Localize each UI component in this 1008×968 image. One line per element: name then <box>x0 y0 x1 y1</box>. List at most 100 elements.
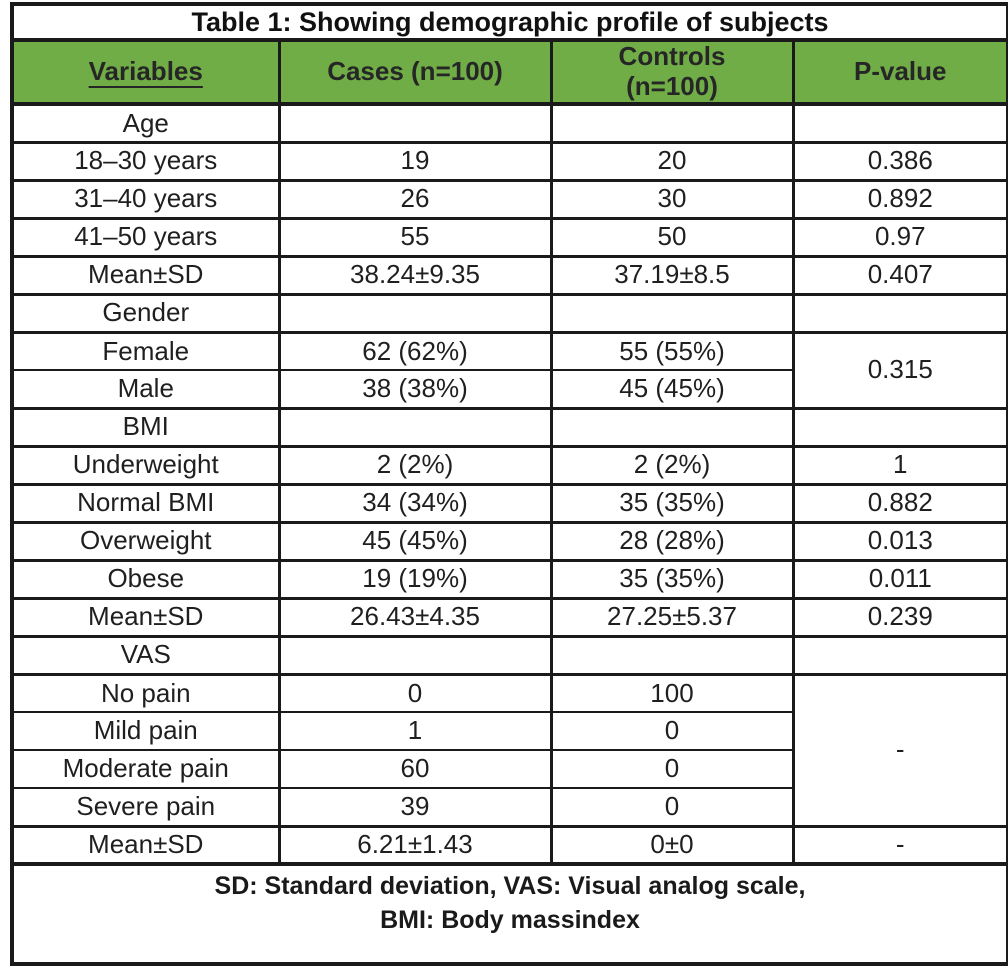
variable-cell: Obese <box>10 558 281 600</box>
controls-cell <box>549 292 795 334</box>
column-header-row: Variables Cases (n=100) Controls (n=100)… <box>10 38 1008 106</box>
variable-cell: Male <box>10 369 281 410</box>
cases-cell: 0 <box>277 672 553 713</box>
pvalue-cell: 0.011 <box>791 558 1008 600</box>
controls-cell: 0 <box>549 749 795 789</box>
table-row-age-31-40: 31–40 years 26 30 0.892 <box>10 178 1008 220</box>
table-row-age-18-30: 18–30 years 19 20 0.386 <box>10 140 1008 182</box>
controls-cell: 0 <box>549 711 795 751</box>
controls-cell: 30 <box>549 178 795 220</box>
variable-cell: Age <box>10 102 281 144</box>
header-controls: Controls (n=100) <box>549 38 795 106</box>
controls-cell: 27.25±5.37 <box>549 596 795 638</box>
variable-cell: Mean±SD <box>10 254 281 296</box>
table-row-male: Male 38 (38%) 45 (45%) <box>10 369 1008 410</box>
cases-cell: 45 (45%) <box>277 520 553 562</box>
variable-cell: Mean±SD <box>10 824 281 866</box>
section-row-vas: VAS <box>10 634 1008 676</box>
cases-cell: 1 <box>277 711 553 751</box>
variable-cell: Mild pain <box>10 711 281 751</box>
footnote-row: SD: Standard deviation, VAS: Visual anal… <box>10 862 1008 966</box>
variable-cell: 18–30 years <box>10 140 281 182</box>
pvalue-cell: 0.97 <box>791 216 1008 258</box>
controls-cell: 0 <box>549 787 795 828</box>
pvalue-cell: - <box>791 824 1008 866</box>
pvalue-cell: 0.013 <box>791 520 1008 562</box>
table-title-row: Table 1: Showing demographic profile of … <box>10 2 1008 42</box>
pvalue-cell <box>791 102 1008 144</box>
table-row-no-pain: No pain 0 100 - <box>10 672 1008 827</box>
variable-cell: Female <box>10 330 281 371</box>
pvalue-cell: 1 <box>791 444 1008 486</box>
footnote-cell: SD: Standard deviation, VAS: Visual anal… <box>10 862 1008 966</box>
section-row-gender: Gender <box>10 292 1008 334</box>
header-cases: Cases (n=100) <box>277 38 553 106</box>
cases-cell: 38 (38%) <box>277 369 553 410</box>
cases-cell: 6.21±1.43 <box>277 824 553 866</box>
table-row-mild-pain: Mild pain 1 0 <box>10 711 1008 751</box>
controls-cell: 20 <box>549 140 795 182</box>
header-pvalue: P-value <box>791 38 1008 106</box>
table-row-severe-pain: Severe pain 39 0 <box>10 787 1008 828</box>
table-row-obese: Obese 19 (19%) 35 (35%) 0.011 <box>10 558 1008 600</box>
controls-cell: 100 <box>549 672 795 713</box>
demographics-table: Table 1: Showing demographic profile of … <box>10 2 1008 966</box>
controls-cell <box>549 406 795 448</box>
controls-cell: 55 (55%) <box>549 330 795 371</box>
pvalue-cell-gender-merged: 0.315 <box>791 330 1008 409</box>
cases-cell: 60 <box>277 749 553 789</box>
variable-cell: Normal BMI <box>10 482 281 524</box>
table-row-underweight: Underweight 2 (2%) 2 (2%) 1 <box>10 444 1008 486</box>
cases-cell <box>277 634 553 676</box>
variable-cell: Moderate pain <box>10 749 281 789</box>
table-row-overweight: Overweight 45 (45%) 28 (28%) 0.013 <box>10 520 1008 562</box>
controls-cell <box>549 102 795 144</box>
pvalue-cell <box>791 292 1008 334</box>
variable-cell: Overweight <box>10 520 281 562</box>
table-row-female: Female 62 (62%) 55 (55%) 0.315 <box>10 330 1008 409</box>
table-row-moderate-pain: Moderate pain 60 0 <box>10 749 1008 789</box>
pvalue-cell: 0.407 <box>791 254 1008 296</box>
variable-cell: 31–40 years <box>10 178 281 220</box>
table-row-age-41-50: 41–50 years 55 50 0.97 <box>10 216 1008 258</box>
cases-cell: 62 (62%) <box>277 330 553 371</box>
variable-cell: VAS <box>10 634 281 676</box>
table-row-vas-mean-sd: Mean±SD 6.21±1.43 0±0 - <box>10 824 1008 866</box>
controls-cell: 50 <box>549 216 795 258</box>
table-row-normal-bmi: Normal BMI 34 (34%) 35 (35%) 0.882 <box>10 482 1008 524</box>
cases-cell: 26.43±4.35 <box>277 596 553 638</box>
cases-cell: 2 (2%) <box>277 444 553 486</box>
variable-cell: Gender <box>10 292 281 334</box>
cases-cell: 39 <box>277 787 553 828</box>
cases-cell: 34 (34%) <box>277 482 553 524</box>
pvalue-cell <box>791 634 1008 676</box>
pvalue-cell <box>791 406 1008 448</box>
cases-cell <box>277 292 553 334</box>
pvalue-cell: 0.882 <box>791 482 1008 524</box>
controls-cell: 35 (35%) <box>549 482 795 524</box>
cases-cell: 55 <box>277 216 553 258</box>
header-controls-label: Controls (n=100) <box>618 41 726 101</box>
header-variables: Variables <box>10 38 281 106</box>
cases-cell: 19 <box>277 140 553 182</box>
variable-cell: No pain <box>10 672 281 713</box>
variable-cell: Severe pain <box>10 787 281 828</box>
variable-cell: BMI <box>10 406 281 448</box>
cases-cell: 26 <box>277 178 553 220</box>
variable-cell: Underweight <box>10 444 281 486</box>
cases-cell <box>277 102 553 144</box>
controls-cell: 45 (45%) <box>549 369 795 410</box>
table-row-age-mean-sd: Mean±SD 38.24±9.35 37.19±8.5 0.407 <box>10 254 1008 296</box>
cases-cell: 19 (19%) <box>277 558 553 600</box>
header-variables-label: Variables <box>88 56 203 87</box>
cases-cell <box>277 406 553 448</box>
controls-cell: 35 (35%) <box>549 558 795 600</box>
controls-cell: 37.19±8.5 <box>549 254 795 296</box>
section-row-bmi: BMI <box>10 406 1008 448</box>
pvalue-cell: 0.239 <box>791 596 1008 638</box>
section-row-age: Age <box>10 102 1008 144</box>
footnote-line-1: SD: Standard deviation, VAS: Visual anal… <box>214 872 806 900</box>
variable-cell: 41–50 years <box>10 216 281 258</box>
table-row-bmi-mean-sd: Mean±SD 26.43±4.35 27.25±5.37 0.239 <box>10 596 1008 638</box>
